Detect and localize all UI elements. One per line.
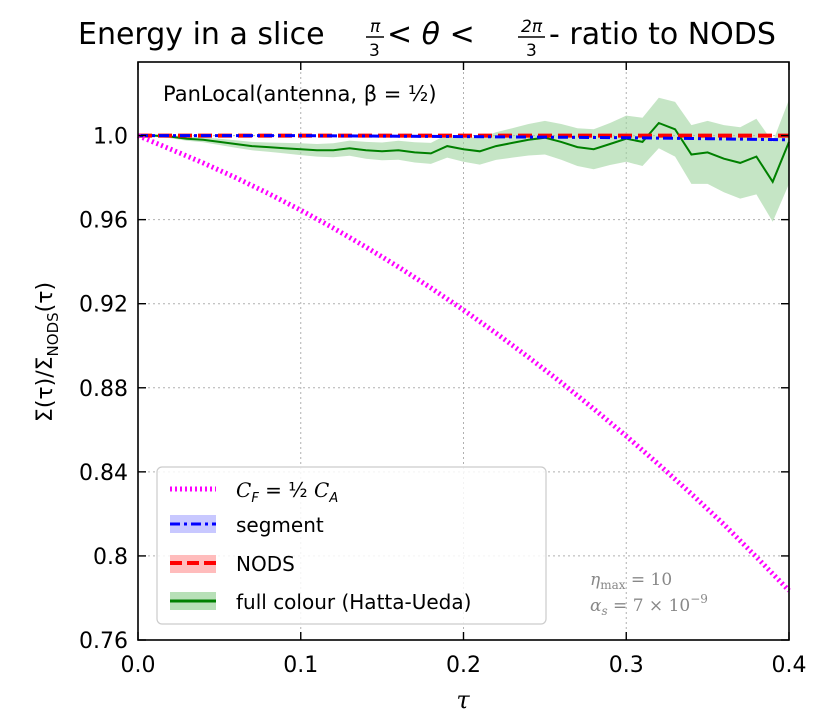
title-frac2-den: 3 (526, 41, 537, 61)
title-suffix: - ratio to NODS (549, 17, 776, 52)
legend-label-full-colour: full colour (Hatta-Ueda) (236, 590, 471, 614)
legend-cf-c1: C (236, 478, 251, 502)
full-colour-uncertainty-band (138, 97, 789, 222)
y-tick-label: 0.88 (79, 377, 128, 402)
title-frac1-num: π (370, 17, 381, 37)
band-layer (138, 97, 789, 222)
legend-cf-s2: A (328, 491, 338, 506)
legend-label-nods: NODS (236, 552, 295, 576)
param-alpha-exp: −9 (690, 592, 708, 606)
tick-layer: 0.0 0.1 0.2 0.3 0.4 0.76 0.8 0.84 0.88 0.92 0.96 1.… (79, 62, 807, 678)
legend-cf-s1: F (251, 491, 259, 506)
title-frac2-num: 2π (521, 17, 543, 37)
param-eta-max: ηmax = 10 (590, 570, 672, 592)
y-axis-label-tail: (τ) (33, 282, 58, 312)
x-tick-label: 0.2 (446, 653, 481, 678)
param-alpha-sym: α (590, 596, 602, 616)
y-tick-label: 0.8 (93, 545, 128, 570)
param-eta-sym: η (590, 570, 601, 590)
param-alpha-sub: s (601, 604, 607, 618)
y-tick-label: 0.92 (79, 293, 128, 318)
cf-half-ca-line (137, 133, 791, 593)
y-tick-label: 0.76 (79, 629, 128, 654)
param-eta-val: = 10 (626, 570, 673, 590)
legend-label-segment: segment (236, 513, 324, 537)
y-tick-label: 0.96 (79, 209, 128, 234)
params-box: ηmax = 10 αs = 7 × 10−9 (590, 570, 708, 618)
x-tick-label: 0.0 (121, 653, 156, 678)
y-tick-label: 1.0 (93, 125, 128, 150)
title-prefix: Energy in a slice (78, 17, 325, 52)
x-tick-label: 0.1 (283, 653, 318, 678)
param-alpha-val: = 7 × 10 (608, 596, 691, 616)
legend-item-full-colour: full colour (Hatta-Ueda) (170, 590, 471, 614)
y-axis-label: Σ(τ)/ΣNODS(τ) (33, 282, 62, 422)
legend-cf-mid: = ½ (259, 478, 314, 502)
legend-item-segment: segment (170, 513, 324, 537)
param-eta-sub: max (600, 578, 626, 592)
scheme-annotation: PanLocal(antenna, β = ½) (163, 82, 437, 106)
legend-label-cf: CF = ½ CA (236, 478, 338, 506)
legend: CF = ½ CA segment NODS full colour (Hatt… (156, 466, 547, 625)
series-layer (137, 121, 791, 593)
param-alpha-s: αs = 7 × 10−9 (590, 592, 708, 618)
y-axis-label-main: Σ(τ)/Σ (33, 356, 58, 422)
legend-item-nods: NODS (170, 552, 295, 576)
full-colour-line (138, 121, 790, 184)
x-tick-label: 0.4 (772, 653, 807, 678)
x-axis-label: τ (456, 686, 470, 714)
legend-cf-c2: C (314, 478, 329, 502)
title-frac1-den: 3 (369, 41, 380, 61)
segment-line (138, 134, 790, 142)
chart-title: Energy in a slice π 3 < θ < 2π 3 - ratio… (78, 17, 776, 61)
y-axis-label-sub: NODS (44, 312, 62, 356)
legend-item-cf: CF = ½ CA (170, 478, 338, 506)
title-mid: < θ < (387, 17, 475, 52)
svg-text:Σ(τ)/ΣNODS(τ): Σ(τ)/ΣNODS(τ) (33, 282, 62, 422)
y-tick-label: 0.84 (79, 461, 128, 486)
x-tick-label: 0.3 (609, 653, 644, 678)
